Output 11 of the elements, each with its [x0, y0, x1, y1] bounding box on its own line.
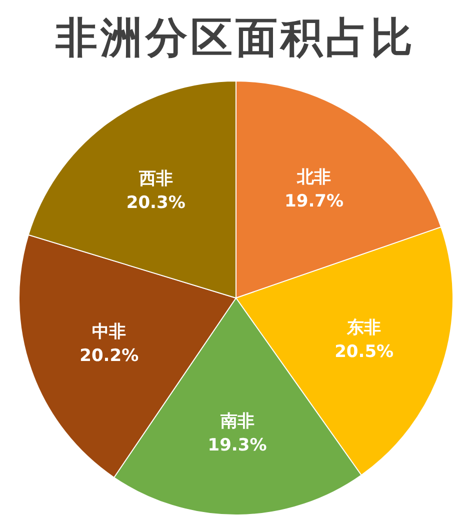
data-label: 20.5% [334, 342, 394, 362]
data-label: 19.3% [208, 436, 267, 456]
data-label: 20.2% [80, 346, 139, 366]
slice-label: 北非 [296, 167, 332, 188]
slice-label: 中非 [92, 322, 126, 342]
slice-label: 东非 [346, 318, 382, 338]
data-label: 20.3% [126, 192, 186, 213]
data-label: 19.7% [284, 191, 344, 212]
chart-title: 非洲分区面积占比 [54, 13, 416, 62]
slice-label: 南非 [219, 412, 254, 432]
slice-label: 西非 [138, 168, 173, 189]
